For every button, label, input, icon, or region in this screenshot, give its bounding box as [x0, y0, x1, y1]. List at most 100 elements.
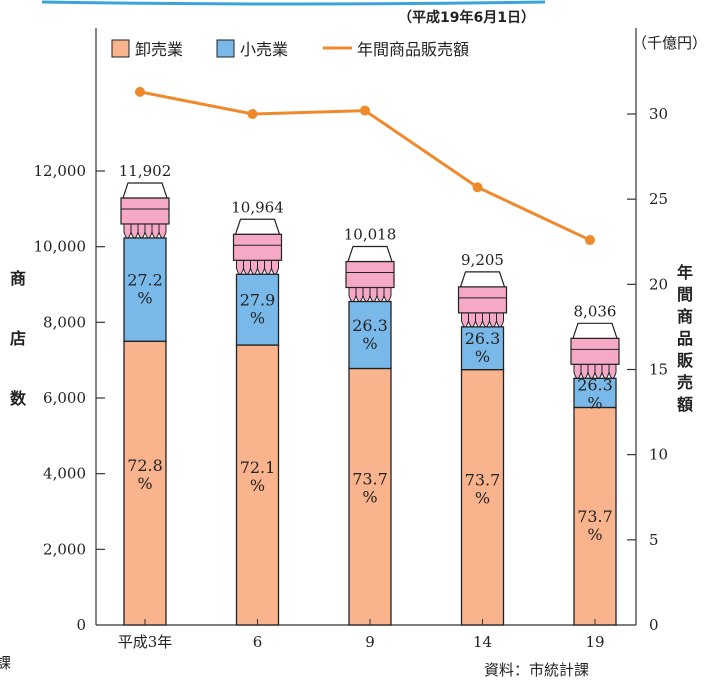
retail-pct-label: 27.2% [127, 271, 163, 308]
left-axis-label-text-char: 店 [10, 329, 26, 348]
awning-cap [572, 322, 618, 339]
awning-scallop [257, 259, 265, 275]
retail-pct-label-line: % [475, 347, 490, 366]
awning-scallop [496, 312, 504, 328]
left-axis-label-text-char: 数 [10, 389, 27, 408]
retail-pct-label-line: 26.3 [465, 329, 501, 348]
sales-line-point [472, 182, 483, 193]
awning-cap [459, 271, 506, 288]
awning-scallop [482, 312, 490, 328]
left-axis-label-text: 商店数 [10, 269, 27, 408]
awning-scallop [362, 287, 371, 303]
bar-retail [573, 377, 617, 409]
wholesale-pct-label-line: 72.1 [240, 458, 276, 477]
awning-scallop [383, 287, 392, 303]
legend-swatch-wholesale [111, 39, 130, 58]
bar-retail [123, 237, 167, 342]
left-tick-label: 8,000 [43, 313, 86, 331]
legend-swatch-retail [216, 39, 235, 58]
x-tick-label: 平成3年 [118, 633, 173, 651]
wholesale-pct-label: 72.8% [127, 456, 163, 493]
bar-retail [348, 300, 392, 370]
date-note: （平成19年6月1日） [398, 9, 535, 26]
retail-pct-label-line: 27.2 [127, 271, 163, 290]
right-axis-label: 年間商品販売額 [676, 263, 694, 414]
retail-pct-label: 26.3% [352, 316, 388, 353]
awning-scallop [376, 287, 385, 303]
bar-total-label: 10,018 [344, 226, 397, 244]
awning-band [457, 286, 508, 314]
awning-scallop [489, 312, 497, 328]
awning-scallop [468, 312, 476, 328]
wholesale-pct-label-line: % [362, 488, 377, 507]
awning-scallop [243, 259, 251, 275]
top-border-decoration [41, 0, 546, 6]
sales-line [135, 86, 595, 246]
left-axis-label: 商店数 [10, 269, 27, 408]
sales-line-point [135, 86, 145, 97]
awning-cap [122, 182, 168, 199]
right-axis-label-text-char: 年 [677, 263, 693, 282]
right-axis-label-text-char: 品 [677, 329, 693, 348]
left-tick-label: 12,000 [34, 162, 87, 180]
awning-scallop [264, 259, 272, 275]
awning-cap [234, 218, 281, 235]
source-note: 資料：市統計課 [484, 661, 589, 679]
awning-scallop [144, 223, 153, 239]
bar-total-label: 11,902 [119, 162, 172, 180]
left-edge-fragment: 課 [0, 654, 11, 672]
awning-scallop [608, 363, 617, 379]
right-axis-label-text-char: 間 [677, 285, 693, 304]
retail-pct-label-line: % [587, 393, 602, 412]
left-tick-label: 10,000 [34, 238, 87, 256]
legend-label-wholesale: 卸売業 [135, 40, 183, 59]
wholesale-pct-label-line: % [137, 474, 152, 493]
right-axis-label-text-char: 額 [676, 395, 693, 414]
retail-pct-label-line: 26.3 [352, 316, 388, 335]
x-tick-label: 14 [473, 633, 492, 651]
right-tick-label: 20 [649, 275, 668, 293]
wholesale-pct-label-line: 72.8 [127, 456, 163, 475]
awning-scallop [475, 312, 483, 328]
awning-scallop [158, 223, 167, 239]
wholesale-pct-label: 73.7% [465, 470, 501, 507]
right-tick-label: 0 [649, 616, 659, 634]
right-tick-label: 25 [649, 190, 668, 208]
sales-line-point [360, 105, 370, 116]
sales-line-point [585, 235, 595, 246]
left-axis-label-text-char: 商 [10, 269, 26, 288]
awning-scallop [236, 259, 244, 275]
wholesale-pct-label: 72.1% [240, 458, 276, 495]
x-tick-label: 9 [365, 633, 375, 651]
left-tick-label: 0 [76, 616, 86, 634]
awning-scallop [151, 223, 160, 239]
awning-scallop [250, 259, 258, 275]
bar-total-label: 8,036 [574, 302, 617, 320]
right-tick-label: 30 [649, 105, 668, 123]
awning-band [570, 337, 620, 365]
right-axis-label-text-char: 販 [677, 351, 694, 370]
awning-scallop [137, 223, 146, 239]
right-axis-label-text: 年間商品販売額 [676, 263, 694, 414]
left-tick-label: 4,000 [43, 465, 86, 483]
bar-wholesale [235, 344, 280, 626]
retail-pct-label-line: % [137, 289, 152, 308]
bar-total-label: 10,964 [231, 198, 284, 216]
awning-band [120, 197, 170, 225]
right-axis-ticks: 0 5 10 15 20 25 30 [627, 105, 668, 634]
wholesale-pct-label-line: % [587, 525, 602, 544]
legend-label-retail: 小売業 [240, 40, 288, 59]
right-axis-unit: （千億円） [632, 34, 707, 52]
wholesale-pct-label-line: % [475, 488, 490, 507]
right-axis-label-text-char: 商 [677, 307, 693, 326]
right-tick-label: 15 [649, 361, 668, 379]
left-tick-label: 2,000 [43, 540, 86, 558]
awning-band [345, 260, 395, 289]
awning-scallop [461, 312, 469, 328]
wholesale-pct-label-line: 73.7 [465, 470, 501, 489]
awning-scallop [355, 287, 364, 303]
x-tick-label: 19 [585, 633, 604, 651]
wholesale-pct-label-line: 73.7 [352, 470, 388, 489]
